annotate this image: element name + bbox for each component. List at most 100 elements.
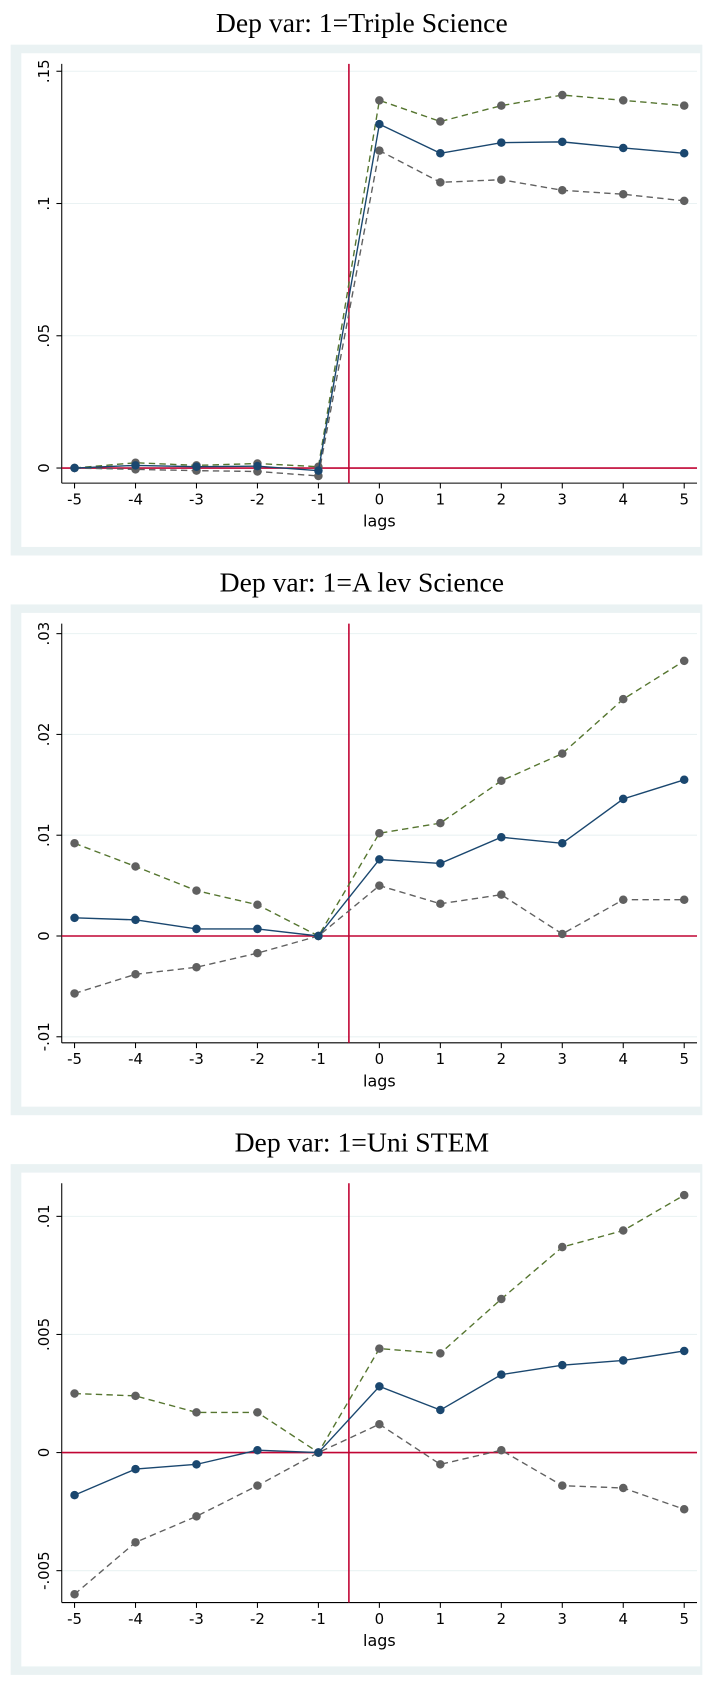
point (679, 1190, 689, 1200)
point (558, 1242, 567, 1252)
point (618, 1356, 628, 1365)
x-tick-label: -3 (189, 1610, 204, 1628)
y-tick-label: .03 (35, 622, 53, 646)
point (192, 1408, 201, 1417)
plot-area (21, 53, 701, 547)
point (679, 1504, 689, 1514)
x-tick-label: 4 (619, 1610, 628, 1628)
point (436, 117, 445, 126)
x-tick-label: 3 (558, 1610, 567, 1628)
x-tick-label: 0 (375, 490, 384, 508)
point (375, 1419, 384, 1429)
x-axis-label: lags (363, 1071, 396, 1090)
x-tick-label: -1 (311, 490, 326, 508)
x-tick-label: 4 (619, 1050, 628, 1068)
point (375, 119, 384, 129)
x-tick-label: -4 (128, 490, 143, 508)
point (192, 462, 201, 471)
point (497, 175, 506, 184)
chart-title: Dep var: 1=Triple Science (216, 7, 508, 38)
point (253, 1408, 262, 1417)
point (679, 895, 689, 904)
x-tick-label: 5 (679, 490, 688, 508)
x-tick-label: 3 (558, 1050, 567, 1068)
point (70, 1389, 79, 1398)
point (497, 1294, 506, 1304)
point (497, 1370, 506, 1379)
point (497, 776, 506, 786)
point (253, 948, 262, 958)
point (618, 96, 628, 105)
point (436, 818, 445, 828)
point (618, 143, 628, 153)
series-line (74, 94, 685, 469)
point (314, 931, 323, 941)
point (192, 1460, 201, 1469)
point (436, 1405, 445, 1415)
x-axis-label: lags (363, 512, 396, 531)
x-tick-label: 2 (497, 1610, 506, 1628)
x-tick-label: -5 (67, 1610, 82, 1628)
plot-area (21, 612, 701, 1107)
x-tick-label: -5 (67, 490, 82, 508)
x-tick-label: -3 (189, 1050, 204, 1068)
point (558, 839, 567, 848)
point (314, 466, 323, 475)
x-tick-label: 1 (436, 490, 445, 508)
y-tick-label: -.005 (35, 1551, 53, 1589)
y-tick-label: .05 (35, 324, 53, 348)
point (131, 1391, 140, 1401)
point (679, 1346, 689, 1356)
point (679, 196, 689, 206)
point (131, 1538, 140, 1547)
point (131, 970, 140, 979)
y-tick-label: .15 (35, 59, 53, 83)
x-tick-label: 1 (436, 1610, 445, 1628)
point (131, 862, 140, 871)
point (70, 839, 79, 848)
x-tick-label: -1 (311, 1610, 326, 1628)
point (314, 1448, 323, 1457)
point (253, 461, 262, 471)
x-tick-label: -1 (311, 1050, 326, 1068)
y-tick-label: 0 (35, 463, 53, 472)
point (375, 1382, 384, 1391)
point (375, 1344, 384, 1353)
point (679, 148, 689, 158)
y-tick-label: 0 (35, 1448, 53, 1457)
x-tick-label: -2 (250, 1610, 265, 1628)
point (131, 461, 140, 470)
x-tick-label: -4 (128, 1050, 143, 1068)
point (70, 913, 79, 923)
x-tick-label: 0 (375, 1610, 384, 1628)
point (436, 859, 445, 868)
x-axis-label: lags (363, 1631, 396, 1650)
point (375, 96, 384, 105)
y-tick-label: .1 (35, 196, 53, 210)
point (558, 1481, 567, 1490)
x-tick-label: 4 (619, 490, 628, 508)
point (131, 1464, 140, 1474)
y-tick-label: .02 (35, 723, 53, 747)
point (436, 899, 445, 909)
x-tick-label: 2 (497, 1050, 506, 1068)
x-tick-label: 3 (558, 490, 567, 508)
point (436, 1460, 445, 1469)
point (436, 148, 445, 158)
point (497, 832, 506, 842)
point (70, 989, 79, 998)
point (70, 1590, 79, 1599)
point (192, 924, 201, 934)
point (192, 962, 201, 972)
point (679, 775, 689, 785)
chart-title: Dep var: 1=Uni STEM (235, 1126, 489, 1157)
series-line (74, 660, 685, 937)
point (618, 1226, 628, 1235)
point (253, 924, 262, 934)
point (618, 694, 628, 704)
point (558, 929, 567, 939)
point (497, 138, 506, 147)
x-tick-label: -4 (128, 1610, 143, 1628)
x-tick-label: 5 (679, 1050, 688, 1068)
